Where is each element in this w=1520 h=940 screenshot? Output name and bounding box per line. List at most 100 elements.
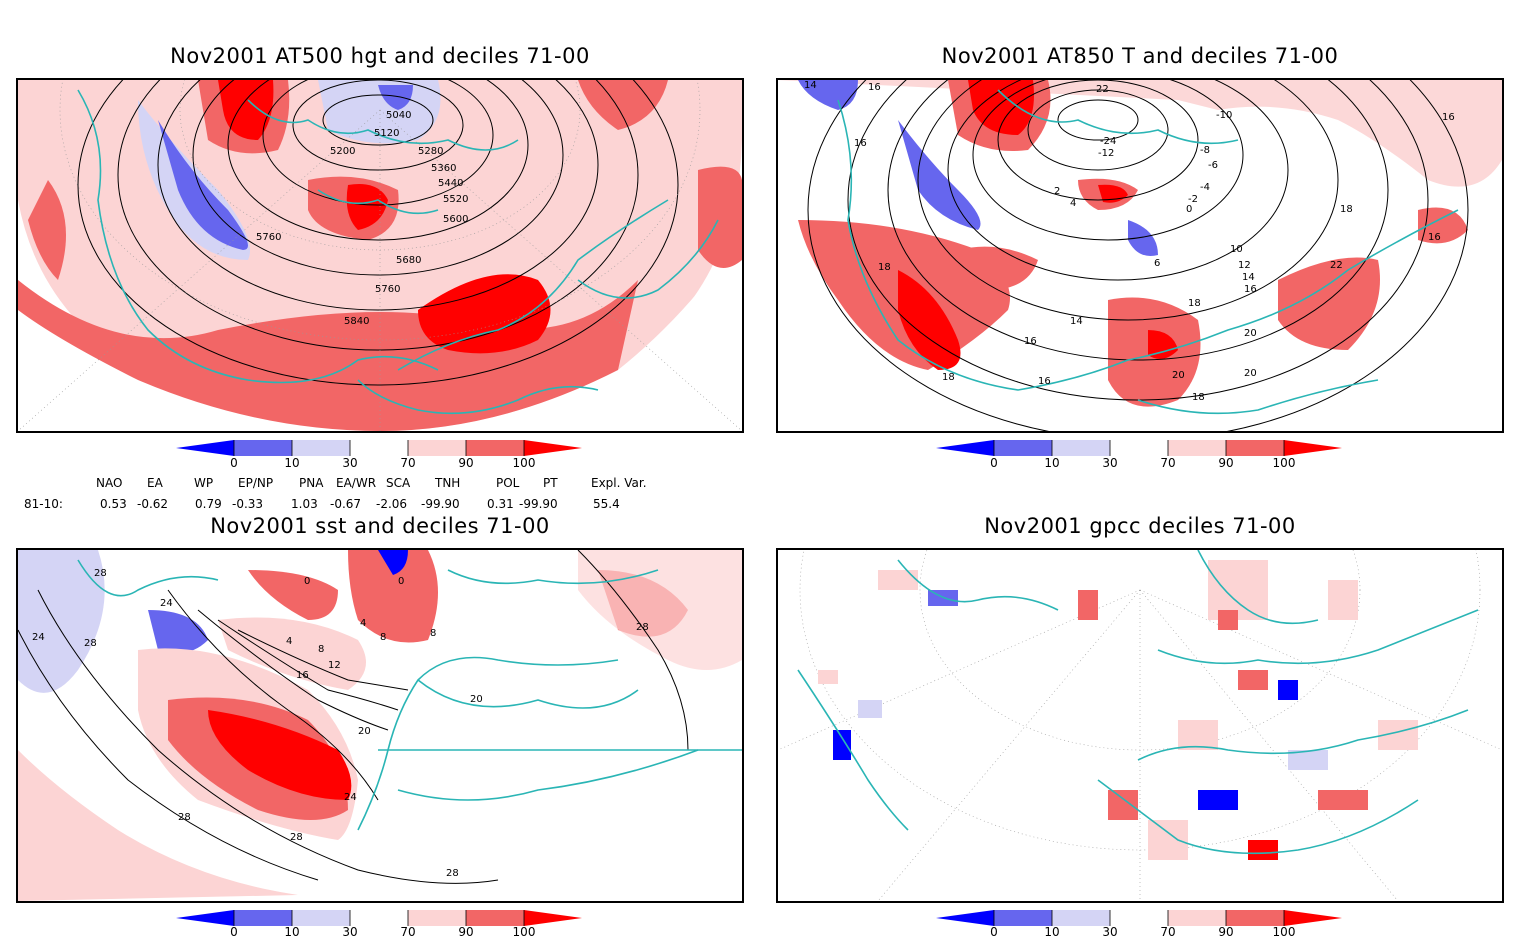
colorbar-top-left-svg [176,440,582,456]
colorbar-tick: 0 [990,456,998,470]
index-header: WP [194,476,214,490]
contour-label: 5680 [396,255,421,266]
contour-label: -10 [1216,110,1232,121]
contour-label: 18 [1340,204,1353,215]
index-value: -0.67 [330,497,362,511]
colorbar-tick: 70 [1160,456,1176,470]
index-value: -2.06 [376,497,408,511]
contour-label: 28 [94,568,107,579]
contour-label: 5120 [374,128,399,139]
contour-label: 14 [804,80,817,91]
map-sst-svg: 28 24 24 28 0 0 4 4 8 8 12 16 20 20 24 2… [18,550,742,901]
colorbar-bottom-right-svg [936,910,1342,926]
index-header: EA [147,476,163,490]
panel-title-t850: Nov2001 AT850 T and deciles 71-00 [941,44,1339,68]
colorbar-top-right: 0 10 30 70 90 100 [936,440,1346,474]
contour-label: 18 [878,262,891,273]
contour-label: 16 [296,670,309,681]
contour-label: 12 [328,660,341,671]
map-gpcc [776,548,1504,903]
index-header: EA/WR [336,476,377,490]
contour-label: 20 [1244,328,1257,339]
index-value: -99.90 [519,497,558,511]
colorbar-tick: 10 [284,456,300,470]
colorbar-bottom-left-svg [176,910,582,926]
colorbar-tick: 100 [1272,456,1296,470]
index-value: 0.31 [487,497,514,511]
index-header: PT [543,476,558,490]
colorbar-tick: 90 [458,925,474,939]
map-hgt500: 5040 5120 5200 5280 5360 5440 5520 5600 … [16,78,744,433]
contour-label: 16 [1024,336,1037,347]
index-value: 55.4 [593,497,620,511]
contour-label: 12 [1238,260,1251,271]
contour-label: 24 [160,598,173,609]
panel-title-gpcc: Nov2001 gpcc deciles 71-00 [984,514,1296,538]
contour-label: 28 [84,638,97,649]
panel-title-sst: Nov2001 sst and deciles 71-00 [210,514,550,538]
colorbar-tick: 0 [990,925,998,939]
contour-label: 2 [1054,186,1060,197]
contour-label: 28 [290,832,303,843]
contour-label: 4 [1070,198,1076,209]
contour-label: 18 [1188,298,1201,309]
contour-label: 28 [636,622,649,633]
map-t850-svg: 14 16 16 22 -10 -8 -6 -4 -2 0 2 4 6 10 1… [778,80,1502,431]
map-hgt500-svg: 5040 5120 5200 5280 5360 5440 5520 5600 … [18,80,742,431]
index-value: 0.79 [195,497,222,511]
contour-label: 16 [868,82,881,93]
colorbar-tick: 100 [1272,925,1296,939]
contour-label: -24 [1100,136,1116,147]
contour-label: 4 [360,618,366,629]
colorbar-tick: 100 [512,925,536,939]
index-header: PNA [299,476,324,490]
contour-label: 5200 [330,146,355,157]
index-value: -0.62 [137,497,169,511]
contour-label: -2 [1188,194,1198,205]
index-header: EP/NP [238,476,274,490]
contour-label: 14 [1242,272,1255,283]
colorbar-tick: 90 [458,456,474,470]
index-header: NAO [96,476,123,490]
contour-label: 5840 [344,316,369,327]
contour-label: 24 [344,792,357,803]
colorbar-top-right-svg [936,440,1342,456]
contour-label: 0 [1186,204,1192,215]
contour-label: 22 [1096,84,1109,95]
contour-label: 8 [318,644,324,655]
contour-label: 10 [1230,244,1243,255]
colorbar-bottom-right: 0 10 30 70 90 100 [936,910,1346,940]
colorbar-tick: 30 [342,456,358,470]
contour-label: 0 [304,576,310,587]
contour-label: -8 [1200,145,1210,156]
contour-label: -6 [1208,160,1218,171]
contour-label: 5360 [431,163,456,174]
contour-label: 24 [32,632,45,643]
contour-label: 4 [286,636,292,647]
contour-label: 20 [1172,370,1185,381]
contour-label: 8 [430,628,436,639]
index-header: Expl. Var. [591,476,647,490]
contour-label: -4 [1200,182,1210,193]
contour-label: 20 [358,726,371,737]
index-header: TNH [435,476,461,490]
contour-label: 20 [1244,368,1257,379]
contour-label: 5440 [438,178,463,189]
colorbar-tick: 70 [400,925,416,939]
colorbar-tick: 30 [342,925,358,939]
colorbar-tick: 10 [1044,925,1060,939]
colorbar-tick: 90 [1218,456,1234,470]
contour-label: 5040 [386,110,411,121]
contour-label: 28 [446,868,459,879]
colorbar-tick: 30 [1102,925,1118,939]
colorbar-tick: 70 [400,456,416,470]
map-gpcc-svg [778,550,1502,901]
map-sst: 28 24 24 28 0 0 4 4 8 8 12 16 20 20 24 2… [16,548,744,903]
contour-label: 8 [380,632,386,643]
colorbar-tick: 10 [284,925,300,939]
contour-label: 18 [1192,392,1205,403]
contour-label: 5760 [256,232,281,243]
colorbar-tick: 0 [230,456,238,470]
index-value: 0.53 [100,497,127,511]
colorbar-tick: 70 [1160,925,1176,939]
